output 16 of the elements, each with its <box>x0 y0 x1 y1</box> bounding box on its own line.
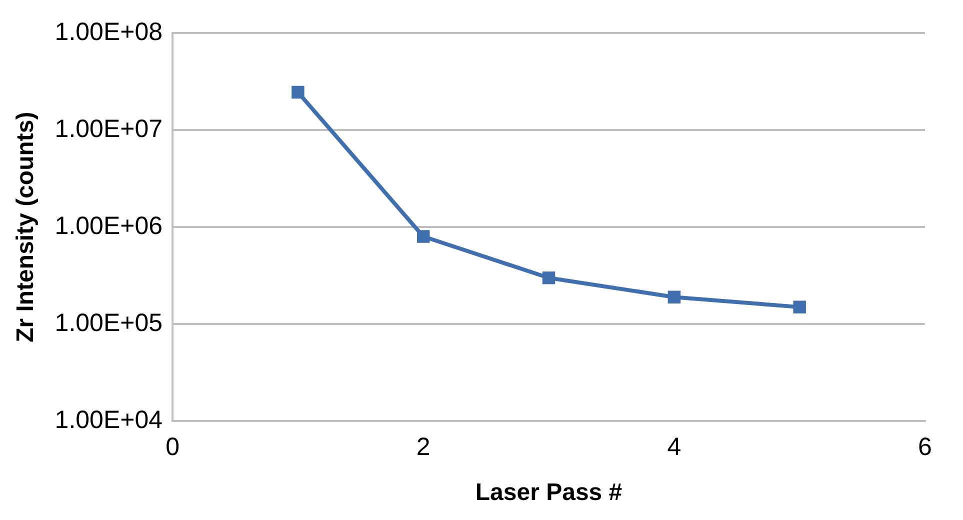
x-axis-title: Laser Pass # <box>475 479 622 506</box>
y-tick-label: 1.00E+07 <box>54 114 163 143</box>
point <box>416 230 430 243</box>
y-axis-title: Zr Intensity (counts) <box>12 112 40 342</box>
x-tick-label: 4 <box>667 433 682 462</box>
y-tick-label: 1.00E+05 <box>54 309 163 338</box>
point <box>668 290 681 304</box>
x-tick-label: 0 <box>166 433 180 462</box>
point <box>793 300 806 314</box>
point <box>292 86 304 99</box>
y-tick-label: 1.00E+08 <box>54 18 163 46</box>
y-tick-label: 1.00E+06 <box>54 212 163 240</box>
point <box>542 271 556 284</box>
y-tick-label: 1.00E+04 <box>54 406 163 434</box>
x-tick-label: 2 <box>416 433 430 462</box>
x-tick-label: 6 <box>918 433 932 462</box>
